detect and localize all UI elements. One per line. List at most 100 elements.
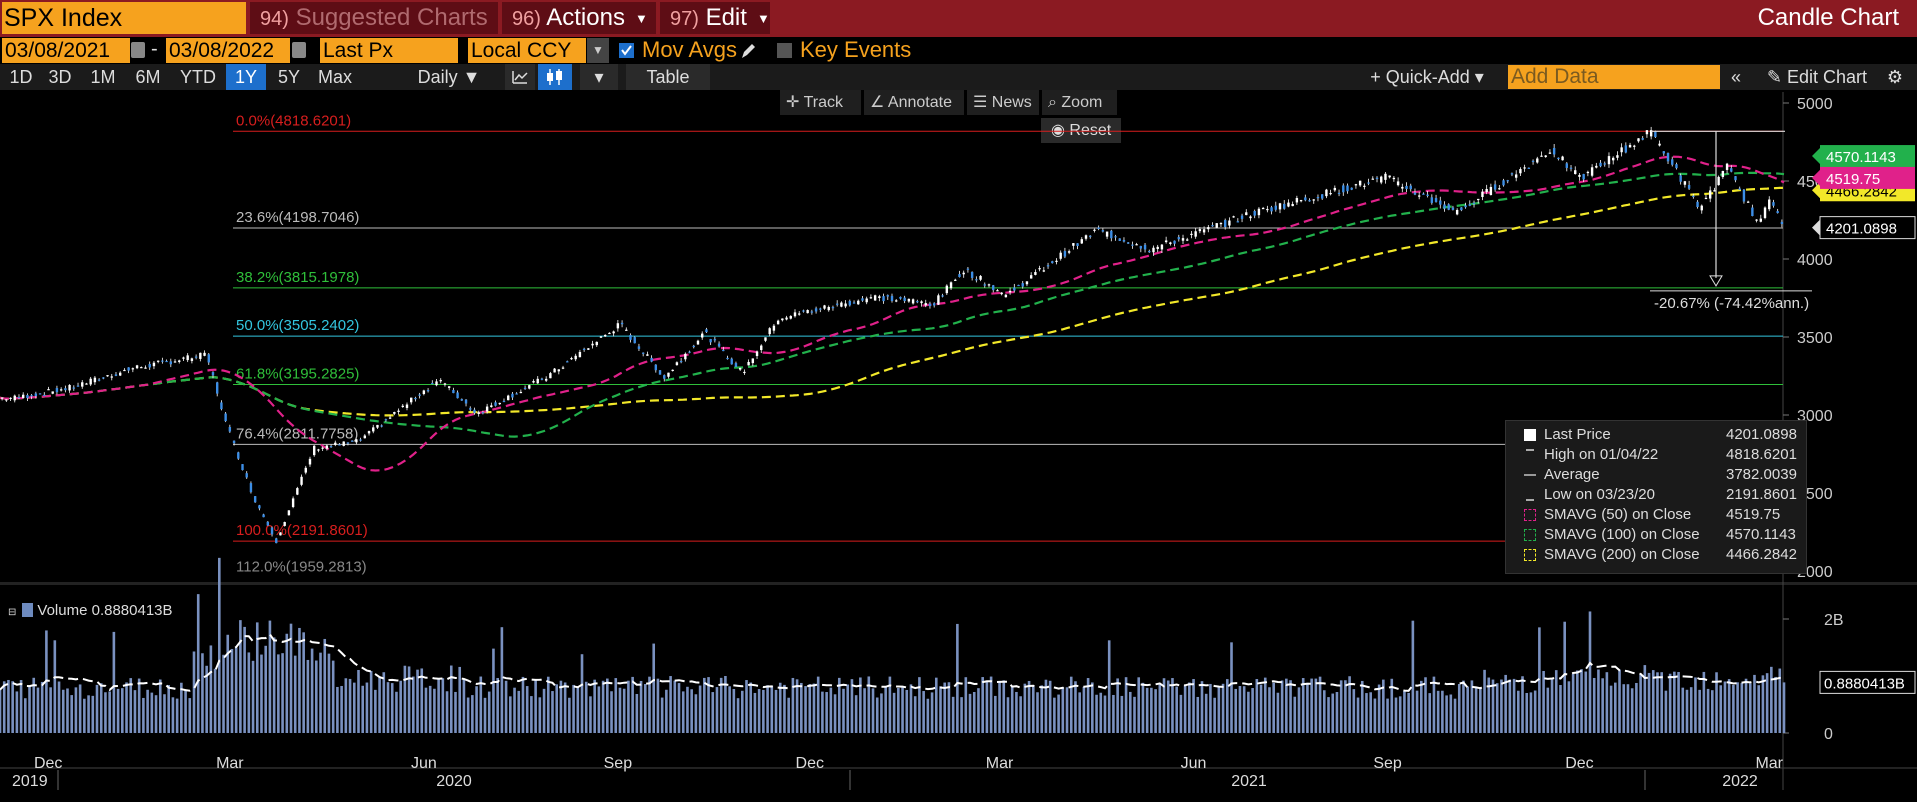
volume-bar: [1048, 680, 1052, 733]
volume-bar: [724, 676, 727, 733]
news-button[interactable]: ☰ News: [967, 90, 1039, 115]
candle: [397, 408, 400, 415]
volume-bar: [833, 694, 837, 733]
candle: [848, 299, 852, 307]
period-selector[interactable]: Daily ▼: [417, 67, 481, 87]
candle: [380, 424, 383, 428]
candle-body: [0, 397, 4, 399]
volume-bar: [1061, 687, 1065, 733]
actions-menu[interactable]: 96) Actions ▼: [502, 2, 656, 34]
mov-avgs-checkbox[interactable]: [619, 43, 634, 58]
reset-button[interactable]: ◉ Reset: [1041, 118, 1121, 143]
candle: [1607, 152, 1611, 168]
zoom-button[interactable]: ⌕ Zoom: [1042, 90, 1117, 115]
pane-separator[interactable]: [0, 582, 1917, 585]
chevron-down-icon[interactable]: ▾: [580, 64, 618, 90]
candle: [835, 300, 839, 307]
range-button-5y[interactable]: 5Y: [277, 67, 301, 87]
start-date-field[interactable]: 03/08/2021: [2, 38, 130, 63]
candle: [245, 471, 248, 479]
volume-bar: [770, 685, 774, 733]
volume-bar: [1031, 685, 1035, 733]
legend-low: Low on 03/23/20 2191.8601: [1506, 485, 1806, 505]
quick-add-button[interactable]: + Quick-Add ▾: [1370, 67, 1484, 87]
chevron-down-icon[interactable]: ▼: [587, 38, 609, 63]
collapse-icon[interactable]: ⊟: [8, 607, 17, 618]
candle-body: [1291, 203, 1294, 207]
ticker-field[interactable]: SPX Index: [2, 2, 246, 34]
collapse-icon[interactable]: «: [1730, 67, 1741, 87]
candle: [317, 448, 320, 453]
volume-bar: [255, 622, 259, 733]
candle: [692, 344, 695, 349]
edit-menu[interactable]: 97) Edit ▼: [660, 2, 770, 34]
candle-chart-icon[interactable]: [538, 64, 572, 90]
volume-bar: [1310, 678, 1313, 733]
volume-bar: [909, 684, 913, 733]
candle: [679, 358, 683, 364]
volume-bar: [1711, 690, 1714, 733]
range-button-max[interactable]: Max: [317, 67, 352, 87]
candle-body: [64, 388, 67, 391]
range-button-1y[interactable]: 1Y: [226, 64, 266, 90]
candle: [477, 410, 480, 417]
candle: [106, 375, 109, 377]
table-button[interactable]: Table: [626, 64, 710, 90]
candle-body: [1536, 158, 1539, 163]
candle: [507, 394, 510, 401]
volume-bar: [1306, 682, 1309, 733]
edit-chart-button[interactable]: ✎ Edit Chart: [1766, 67, 1868, 87]
volume-bar: [1238, 686, 1242, 733]
volume-bar: [800, 682, 803, 733]
actions-number: 96): [512, 8, 541, 30]
candle: [64, 385, 67, 393]
candle-body: [414, 397, 417, 400]
volume-bar: [1508, 679, 1512, 733]
candle: [85, 382, 88, 385]
line-chart-icon[interactable]: [505, 64, 535, 90]
candle: [72, 385, 76, 391]
range-button-3d[interactable]: 3D: [48, 67, 72, 87]
field-selector[interactable]: Last Px: [320, 38, 458, 63]
volume-bar: [1689, 687, 1693, 733]
candle-body: [422, 390, 426, 395]
candle-body: [1190, 233, 1193, 236]
volume-bar: [939, 686, 942, 733]
range-button-ytd[interactable]: YTD: [180, 67, 216, 87]
range-button-1d[interactable]: 1D: [9, 67, 33, 87]
track-button[interactable]: ✛ Track: [780, 90, 861, 115]
volume-bar: [985, 682, 989, 733]
volume-bar: [209, 645, 213, 733]
candle: [869, 294, 873, 299]
candle-body: [1358, 180, 1362, 186]
range-button-1m[interactable]: 1M: [90, 67, 116, 87]
key-events-checkbox[interactable]: [777, 43, 792, 58]
end-date-field[interactable]: 03/08/2022: [166, 38, 290, 63]
volume-bar: [1761, 675, 1765, 733]
calendar-icon[interactable]: [131, 42, 145, 58]
candle: [751, 358, 755, 367]
candle: [814, 306, 818, 314]
candle-body: [1202, 229, 1206, 233]
candle-body: [1772, 202, 1775, 206]
range-button-6m[interactable]: 6M: [135, 67, 161, 87]
candle-body: [713, 339, 717, 341]
volume-bar: [1196, 696, 1200, 733]
calendar-icon[interactable]: [292, 42, 306, 58]
currency-selector[interactable]: Local CCY: [468, 38, 586, 63]
volume-bar: [319, 652, 322, 733]
pencil-icon[interactable]: [740, 42, 756, 60]
suggested-charts-menu[interactable]: 94) Suggested Charts: [250, 2, 498, 34]
candle-body: [1498, 188, 1501, 190]
volume-bar: [1580, 669, 1583, 733]
volume-bar: [1694, 677, 1697, 733]
gear-icon[interactable]: ⚙: [1886, 67, 1904, 87]
volume-bar: [1398, 696, 1402, 733]
annotate-button[interactable]: ∠ Annotate: [864, 90, 964, 115]
month-tick-label: Dec: [34, 755, 62, 772]
volume-bar: [1352, 689, 1356, 733]
add-data-input[interactable]: Add Data: [1508, 65, 1720, 89]
candle-body: [772, 325, 776, 331]
volume-bar: [1635, 682, 1638, 733]
